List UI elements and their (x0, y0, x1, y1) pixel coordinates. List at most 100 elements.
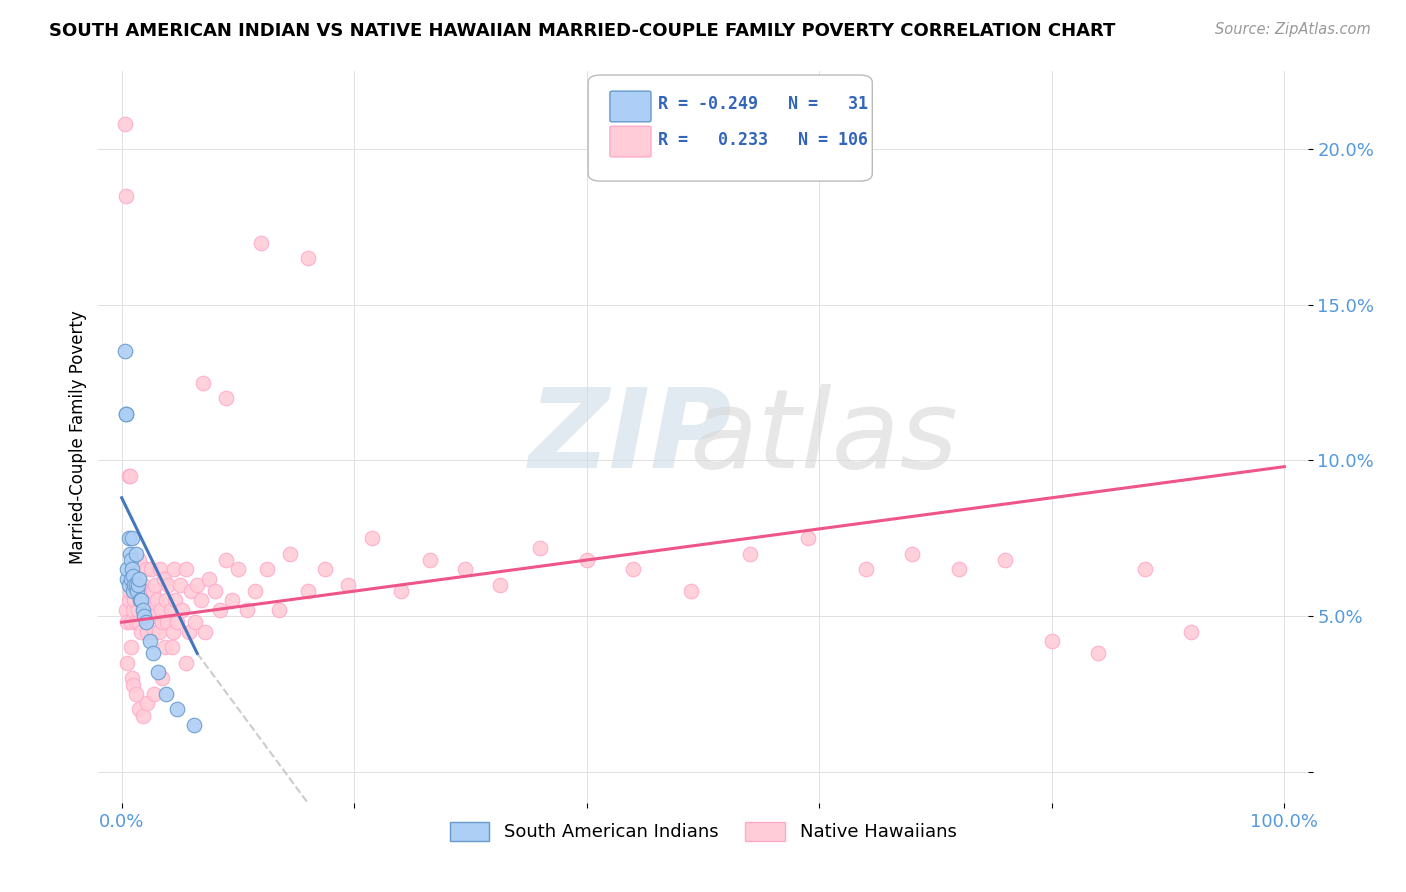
Native Hawaiians (221, 593, 243, 607)
Native Hawaiians (245, 584, 267, 599)
South American Indians (135, 615, 157, 630)
Native Hawaiians (215, 391, 238, 405)
South American Indians (128, 572, 150, 586)
South American Indians (155, 687, 177, 701)
Native Hawaiians (150, 603, 173, 617)
South American Indians (142, 647, 165, 661)
Native Hawaiians (419, 553, 441, 567)
Native Hawaiians (453, 562, 475, 576)
Native Hawaiians (250, 235, 273, 250)
Native Hawaiians (121, 578, 143, 592)
South American Indians (115, 407, 138, 421)
Native Hawaiians (150, 615, 173, 630)
Native Hawaiians (117, 615, 139, 630)
Native Hawaiians (125, 578, 148, 592)
Native Hawaiians (901, 547, 924, 561)
Native Hawaiians (180, 584, 202, 599)
Native Hawaiians (115, 189, 138, 203)
Native Hawaiians (209, 603, 232, 617)
Text: SOUTH AMERICAN INDIAN VS NATIVE HAWAIIAN MARRIED-COUPLE FAMILY POVERTY CORRELATI: SOUTH AMERICAN INDIAN VS NATIVE HAWAIIAN… (49, 22, 1115, 40)
Native Hawaiians (1180, 624, 1202, 639)
Native Hawaiians (166, 615, 188, 630)
Native Hawaiians (124, 615, 146, 630)
South American Indians (129, 593, 152, 607)
Native Hawaiians (118, 469, 141, 483)
Native Hawaiians (184, 615, 207, 630)
South American Indians (115, 407, 138, 421)
South American Indians (138, 634, 160, 648)
Native Hawaiians (157, 578, 180, 592)
South American Indians (124, 578, 146, 592)
Native Hawaiians (138, 593, 160, 607)
Native Hawaiians (575, 553, 598, 567)
Native Hawaiians (149, 562, 172, 576)
Native Hawaiians (174, 656, 197, 670)
Native Hawaiians (134, 609, 156, 624)
Native Hawaiians (174, 562, 197, 576)
South American Indians (127, 578, 149, 592)
South American Indians (125, 584, 148, 599)
Native Hawaiians (145, 578, 167, 592)
Native Hawaiians (143, 624, 166, 639)
Text: Source: ZipAtlas.com: Source: ZipAtlas.com (1215, 22, 1371, 37)
Native Hawaiians (1133, 562, 1156, 576)
Text: R = -0.249   N =   31: R = -0.249 N = 31 (658, 95, 869, 113)
Native Hawaiians (190, 593, 212, 607)
Native Hawaiians (1040, 634, 1063, 648)
Native Hawaiians (131, 708, 153, 723)
Native Hawaiians (138, 584, 160, 599)
Native Hawaiians (621, 562, 644, 576)
Native Hawaiians (163, 562, 186, 576)
Native Hawaiians (389, 584, 412, 599)
South American Indians (146, 665, 169, 679)
Native Hawaiians (204, 584, 226, 599)
Native Hawaiians (124, 687, 146, 701)
Native Hawaiians (141, 609, 163, 624)
Text: ZIP: ZIP (529, 384, 733, 491)
Native Hawaiians (681, 584, 703, 599)
South American Indians (118, 531, 141, 545)
Native Hawaiians (488, 578, 510, 592)
Native Hawaiians (120, 615, 142, 630)
Native Hawaiians (165, 593, 187, 607)
Native Hawaiians (114, 117, 136, 131)
Y-axis label: Married-Couple Family Poverty: Married-Couple Family Poverty (69, 310, 87, 564)
Native Hawaiians (215, 553, 238, 567)
Native Hawaiians (159, 603, 181, 617)
Native Hawaiians (142, 584, 165, 599)
Native Hawaiians (139, 562, 162, 576)
Native Hawaiians (118, 593, 141, 607)
South American Indians (118, 578, 141, 592)
Native Hawaiians (297, 251, 319, 265)
Native Hawaiians (948, 562, 970, 576)
Native Hawaiians (256, 562, 278, 576)
South American Indians (122, 584, 145, 599)
Native Hawaiians (129, 593, 152, 607)
Native Hawaiians (143, 687, 166, 701)
South American Indians (122, 568, 145, 582)
Native Hawaiians (186, 578, 208, 592)
Native Hawaiians (132, 593, 155, 607)
Native Hawaiians (226, 562, 249, 576)
Native Hawaiians (121, 671, 143, 685)
Native Hawaiians (529, 541, 551, 555)
Native Hawaiians (179, 624, 201, 639)
South American Indians (183, 718, 205, 732)
Native Hawaiians (162, 624, 184, 639)
Native Hawaiians (1087, 647, 1109, 661)
Native Hawaiians (796, 531, 818, 545)
Native Hawaiians (994, 553, 1017, 567)
Native Hawaiians (120, 640, 142, 655)
FancyBboxPatch shape (610, 91, 651, 122)
Native Hawaiians (360, 531, 382, 545)
South American Indians (121, 531, 143, 545)
South American Indians (120, 553, 142, 567)
South American Indians (117, 562, 139, 576)
Native Hawaiians (131, 578, 153, 592)
Native Hawaiians (135, 562, 157, 576)
Native Hawaiians (128, 615, 150, 630)
FancyBboxPatch shape (610, 126, 651, 157)
Native Hawaiians (267, 603, 290, 617)
Native Hawaiians (855, 562, 877, 576)
Native Hawaiians (136, 624, 159, 639)
